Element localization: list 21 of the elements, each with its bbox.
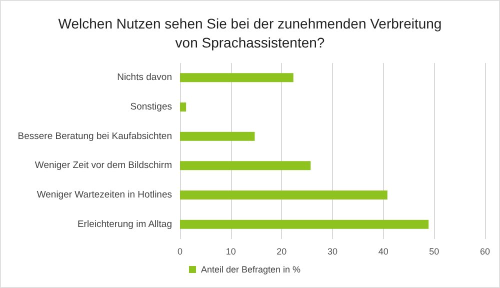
x-tick-label: 50 [429,246,440,256]
chart-title: Welchen Nutzen sehen Sie bei der zunehmenden Verbreitung von Sprachassistenten? [58,16,442,50]
bar [180,190,388,200]
y-tick-label: Sonstiges [130,102,172,112]
x-tick-label: 10 [226,246,236,256]
y-tick-label: Erleichterung im Alltag [77,218,172,230]
x-tick-label: 40 [378,246,388,256]
bar [180,220,429,229]
legend-label: Anteil der Befragten in % [201,264,301,274]
x-tick-label: 60 [480,246,490,256]
bar [180,161,311,170]
bar [180,132,255,141]
x-tick-label: 0 [177,246,183,256]
x-tick-label: 20 [276,246,287,256]
y-tick-label: Weniger Zeit vor dem Bildschirm [34,160,172,172]
y-tick-label: Nichts davon [117,72,172,84]
bar [180,102,186,112]
y-tick-label: Weniger Wartezeiten in Hotlines [36,190,172,200]
bar [180,73,294,82]
x-tick-label: 30 [327,246,338,256]
y-tick-label: Bessere Beratung bei Kaufabsichten [18,130,172,142]
